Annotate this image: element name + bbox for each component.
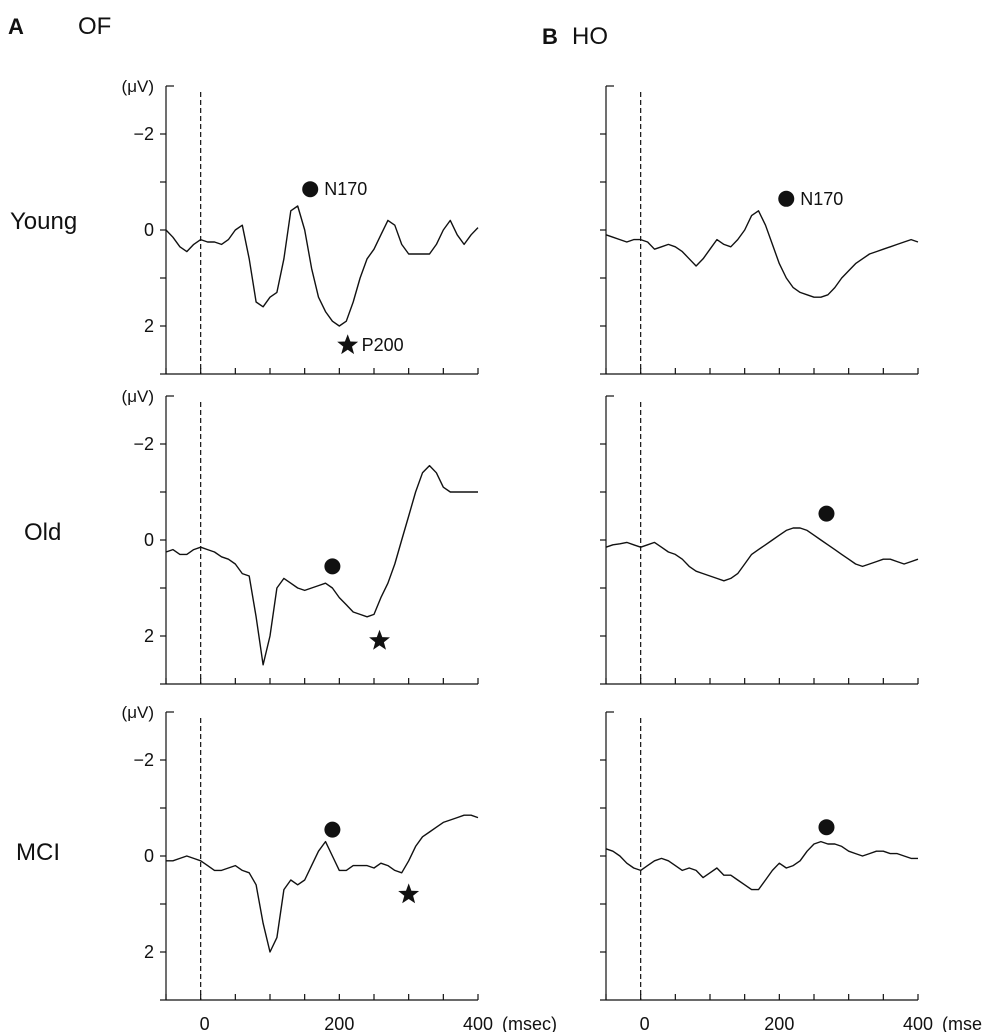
erp-waveform-of-old xyxy=(165,464,478,666)
x-tick-label-ho-mci: 0 xyxy=(640,1014,650,1032)
x-tick-label-of-mci: 0 xyxy=(200,1014,210,1032)
peak-label-of-young: N170 xyxy=(324,179,367,199)
erp-waveform-of-young xyxy=(165,205,479,327)
y-tick-label-of-mci: 0 xyxy=(144,846,154,866)
plot-ho-mci: 0 200 400 (msec) xyxy=(600,711,982,1032)
plot-ho-young: N170 xyxy=(600,85,919,375)
erp-waveform-of-mci xyxy=(166,814,479,953)
peak-label-of-young: P200 xyxy=(362,335,404,355)
panel-a-condition: OF xyxy=(78,13,111,40)
erp-plots: −2 0 2 (μV) N170 P200 N170 −2 0 2 (μV) −2 0 2 (μV) 0 200… xyxy=(122,77,982,1032)
erp-waveform-ho-mci xyxy=(605,840,918,891)
row-label-mci: MCI xyxy=(16,839,60,866)
x-tick-label-ho-mci: 200 xyxy=(764,1014,794,1032)
panel-b-condition: HO xyxy=(572,23,608,50)
y-tick-label-of-mci: 2 xyxy=(144,942,154,962)
n170-marker-ho-young xyxy=(778,190,795,207)
n170-marker-ho-mci xyxy=(818,819,835,836)
x-tick-label-of-mci: 400 xyxy=(463,1014,493,1032)
n170-marker-of-young xyxy=(302,181,319,198)
y-tick-label-of-mci: −2 xyxy=(133,750,154,770)
x-tick-label-ho-mci: 400 xyxy=(903,1014,933,1032)
x-unit-label-ho-mci: (msec) xyxy=(942,1014,982,1032)
x-tick-label-of-mci: 200 xyxy=(324,1014,354,1032)
y-unit-label-of-old: (μV) xyxy=(122,387,154,406)
y-unit-label-of-young: (μV) xyxy=(122,77,154,96)
plot-of-mci: −2 0 2 (μV) 0 200 400 (msec) xyxy=(122,703,557,1032)
y-tick-label-of-old: 2 xyxy=(144,626,154,646)
n170-marker-of-old xyxy=(324,558,341,575)
y-unit-label-of-mci: (μV) xyxy=(122,703,154,722)
y-tick-label-of-young: 0 xyxy=(144,220,154,240)
x-unit-label-of-mci: (msec) xyxy=(502,1014,557,1032)
peak-label-ho-young: N170 xyxy=(800,189,843,209)
y-tick-label-of-old: 0 xyxy=(144,530,154,550)
plot-ho-old xyxy=(600,395,919,685)
y-tick-label-of-young: 2 xyxy=(144,316,154,336)
panel-b-letter: B xyxy=(542,24,558,49)
y-tick-label-of-old: −2 xyxy=(133,434,154,454)
p200-marker-of-mci xyxy=(398,883,420,904)
row-label-old: Old xyxy=(24,519,61,546)
p200-marker-of-old xyxy=(369,629,390,650)
erp-waveform-ho-young xyxy=(605,210,919,298)
p200-marker-of-young xyxy=(337,334,359,355)
erp-waveform-ho-old xyxy=(605,527,919,582)
y-tick-label-of-young: −2 xyxy=(133,124,154,144)
panel-a-letter: A xyxy=(8,14,24,39)
n170-marker-ho-old xyxy=(818,505,835,522)
plot-of-young: −2 0 2 (μV) N170 P200 xyxy=(122,77,479,375)
n170-marker-of-mci xyxy=(324,821,341,838)
row-label-young: Young xyxy=(10,208,77,235)
plot-of-old: −2 0 2 (μV) xyxy=(122,387,479,685)
